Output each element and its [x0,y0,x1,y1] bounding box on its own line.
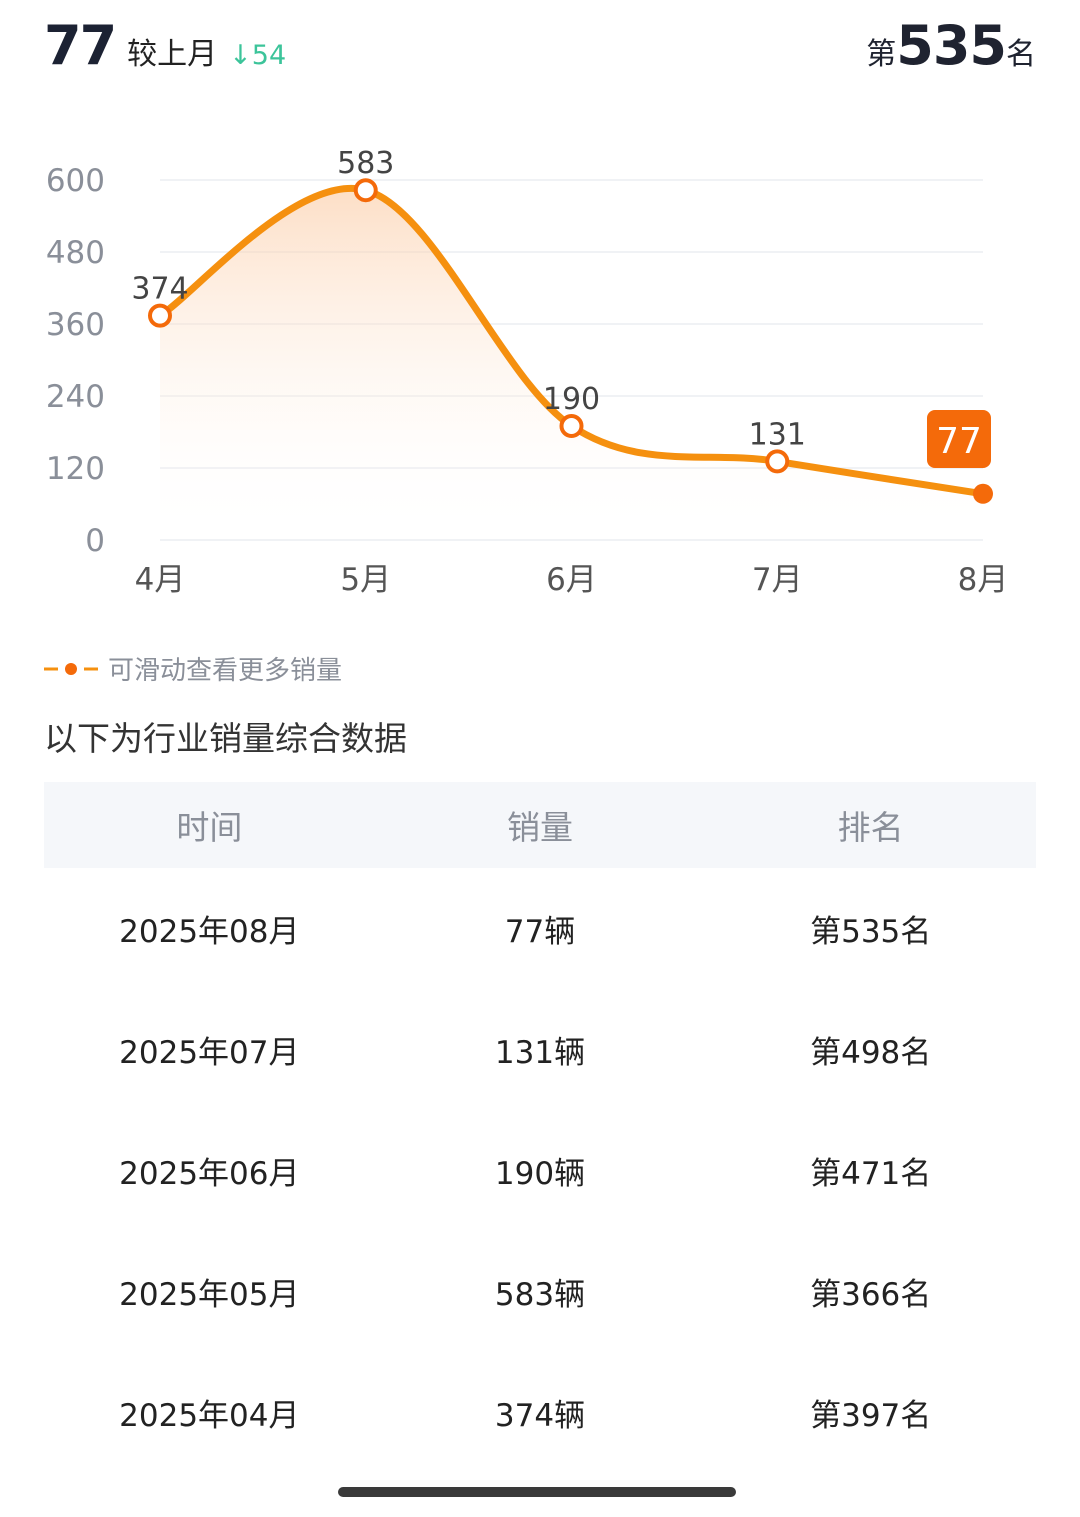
section-subtitle: 以下为行业销量综合数据 [44,719,407,758]
cell-time: 2025年06月 [119,1156,300,1192]
header-sales: 销量 [507,808,573,847]
cell-rank: 第471名 [810,1156,932,1192]
data-point[interactable] [765,449,790,474]
x-tick-label: 5月 [340,562,391,598]
series-line [156,184,987,498]
scroll-hint: 可滑动查看更多销量 [44,650,342,687]
data-point[interactable] [973,483,993,504]
delta: ↓54 [229,40,287,71]
cell-rank: 第535名 [810,914,932,950]
home-indicator[interactable] [338,1487,736,1497]
y-tick-label: 240 [46,379,105,415]
cell-rank: 第498名 [810,1035,932,1071]
data-label: 190 [543,382,600,417]
x-tick-label: 6月 [546,562,597,598]
highlight-badge [927,410,991,468]
rank: 第535名 [866,14,1036,77]
table-header: 时间 销量 排名 [44,782,1036,868]
x-tick-label: 4月 [135,562,186,598]
x-tick-label: 7月 [752,562,803,598]
highlight-value: 77 [936,421,982,462]
data-point[interactable] [148,303,172,328]
table-row: 2025年05月 583辆 第366名 [44,1231,1036,1352]
table-row: 2025年08月 77辆 第535名 [44,868,1036,989]
cell-sales: 131辆 [494,1035,586,1071]
data-label: 374 [131,272,188,307]
cell-time: 2025年07月 [119,1035,300,1071]
header-time: 时间 [176,808,243,847]
sales-table: 时间 销量 排名 2025年08月 77辆 第535名 2025年07月 131辆 第49… [44,782,1036,1473]
cell-sales: 583辆 [494,1277,586,1313]
cell-rank: 第397名 [810,1398,932,1434]
data-label: 131 [749,417,806,452]
arrow-down-icon: ↓ [229,40,252,71]
header-rank: 排名 [837,808,904,847]
cell-time: 2025年08月 [119,914,300,950]
table-row: 2025年04月 374辆 第397名 [44,1352,1036,1473]
cell-sales: 190辆 [494,1156,586,1192]
cell-rank: 第366名 [810,1277,932,1313]
cell-sales: 374辆 [494,1398,586,1434]
cell-time: 2025年05月 [119,1277,300,1313]
summary-header: 77 较上月 ↓54 第535名 [44,14,1036,84]
y-tick-label: 360 [46,307,105,343]
area-fill [160,188,983,540]
legend-line-icon [44,656,98,681]
sales-line-chart[interactable]: 0 120 240 360 480 600 4月 374 5月 583 6月 190 7月 131 8月 77 [0,120,1080,610]
current-sales: 77 [44,14,117,77]
cell-sales: 77辆 [504,914,576,950]
y-tick-label: 120 [46,451,105,487]
table-row: 2025年07月 131辆 第498名 [44,989,1036,1110]
data-label: 583 [337,146,394,181]
compare-label: 较上月 [127,37,218,72]
y-tick-label: 480 [46,235,105,271]
data-point[interactable] [353,178,378,203]
table-row: 2025年06月 190辆 第471名 [44,1110,1036,1231]
y-tick-label: 600 [46,163,105,199]
y-tick-label: 0 [85,523,105,559]
data-point[interactable] [559,414,584,438]
x-tick-label: 8月 [958,562,1009,598]
cell-time: 2025年04月 [119,1398,300,1434]
